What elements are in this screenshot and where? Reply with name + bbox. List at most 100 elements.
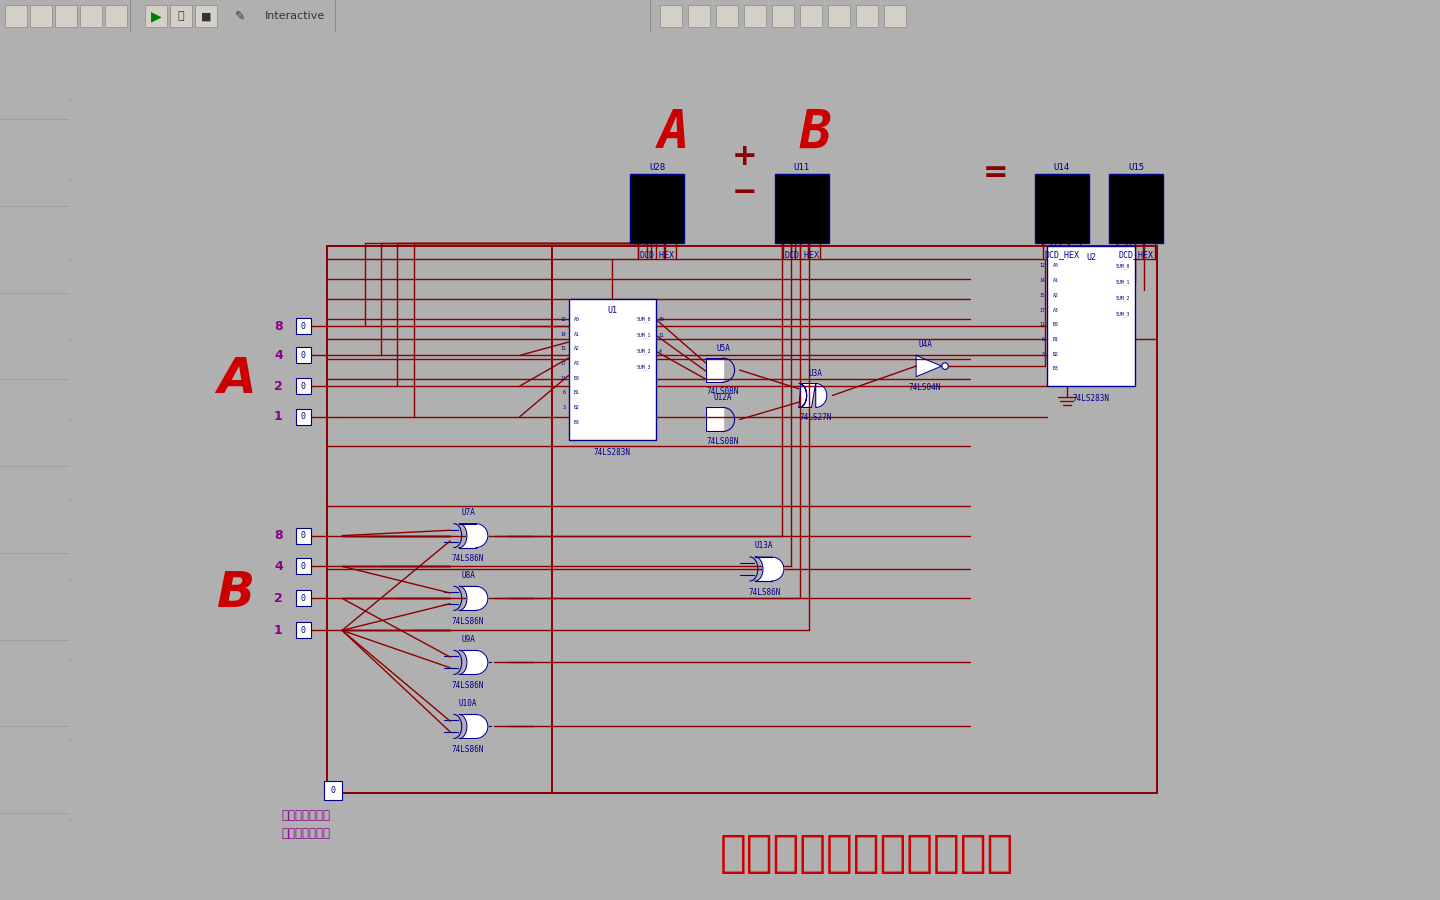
Text: Interactive: Interactive <box>265 11 325 22</box>
Text: B: B <box>799 106 831 158</box>
Text: 12: 12 <box>560 317 566 322</box>
Text: A0: A0 <box>1053 264 1058 268</box>
Text: A2: A2 <box>573 346 579 351</box>
Bar <box>828 5 850 27</box>
Bar <box>327 246 1156 793</box>
Text: 17: 17 <box>1040 308 1045 312</box>
Text: U2: U2 <box>1086 253 1096 262</box>
Bar <box>30 5 52 27</box>
Text: U10A: U10A <box>459 698 478 707</box>
Text: +: + <box>732 142 757 171</box>
Text: 1: 1 <box>274 624 282 637</box>
Text: 12: 12 <box>1040 264 1045 268</box>
Text: 74LS86N: 74LS86N <box>452 554 484 563</box>
Text: 3: 3 <box>1043 352 1045 356</box>
Bar <box>569 300 657 439</box>
Text: 14: 14 <box>560 331 566 337</box>
Text: SUM_1: SUM_1 <box>636 333 651 338</box>
Circle shape <box>942 363 949 369</box>
Bar <box>170 5 192 27</box>
Text: 1: 1 <box>274 410 282 423</box>
Text: A2: A2 <box>1053 292 1058 298</box>
Text: 4: 4 <box>274 349 282 362</box>
Text: U7A: U7A <box>461 508 475 517</box>
Text: SUM_2: SUM_2 <box>1116 295 1130 301</box>
Text: ✎: ✎ <box>235 10 245 22</box>
Bar <box>81 5 102 27</box>
Text: U14: U14 <box>1054 163 1070 172</box>
Text: −: − <box>732 178 757 207</box>
Text: A: A <box>658 106 690 158</box>
Text: 15: 15 <box>1040 292 1045 298</box>
Text: 0: 0 <box>301 531 305 540</box>
Bar <box>1034 174 1089 243</box>
Text: A1: A1 <box>1053 278 1058 284</box>
Text: 11: 11 <box>658 333 664 338</box>
Text: 8: 8 <box>274 529 282 542</box>
Text: 10: 10 <box>658 317 664 322</box>
Text: DCD_HEX: DCD_HEX <box>783 250 819 259</box>
Text: 74LS08N: 74LS08N <box>707 436 739 446</box>
Text: 6: 6 <box>1043 337 1045 342</box>
Text: ▶: ▶ <box>151 9 161 23</box>
Text: U3A: U3A <box>809 369 822 378</box>
Text: B1: B1 <box>1053 337 1058 342</box>
Text: 3: 3 <box>563 405 566 410</box>
Text: 74LS04N: 74LS04N <box>909 383 942 392</box>
Bar <box>295 623 311 638</box>
Bar <box>744 5 766 27</box>
Bar <box>775 174 828 243</box>
Text: 74LS86N: 74LS86N <box>747 588 780 597</box>
Text: U12A: U12A <box>714 393 733 402</box>
Text: 2: 2 <box>274 592 282 605</box>
Text: 4: 4 <box>274 560 282 572</box>
Bar <box>295 527 311 544</box>
Bar <box>1109 174 1164 243</box>
Text: 17: 17 <box>560 361 566 366</box>
Text: U13A: U13A <box>755 541 773 550</box>
Text: SUM_3: SUM_3 <box>636 364 651 370</box>
Bar <box>631 174 684 243</box>
Text: 11: 11 <box>1040 322 1045 328</box>
Polygon shape <box>755 557 783 581</box>
Bar <box>295 590 311 607</box>
Text: SUM_0: SUM_0 <box>636 317 651 322</box>
Text: 74LS08N: 74LS08N <box>707 387 739 396</box>
Bar <box>324 781 343 800</box>
Text: 74LS283N: 74LS283N <box>1073 394 1110 403</box>
Bar <box>295 347 311 364</box>
Text: U9A: U9A <box>461 634 475 644</box>
Bar <box>295 558 311 574</box>
Bar <box>884 5 906 27</box>
Text: 15: 15 <box>560 346 566 351</box>
Text: 8: 8 <box>274 320 282 332</box>
Text: A1: A1 <box>573 331 579 337</box>
Text: U8A: U8A <box>461 571 475 580</box>
Polygon shape <box>459 586 488 610</box>
Text: 0: 0 <box>301 562 305 571</box>
Polygon shape <box>459 524 488 547</box>
Text: 74LS27N: 74LS27N <box>799 413 832 422</box>
Text: A3: A3 <box>1053 308 1058 312</box>
Text: DCD_HEX: DCD_HEX <box>1044 250 1079 259</box>
Text: 低电平为加法器
高电平为减法器: 低电平为加法器 高电平为减法器 <box>281 809 331 841</box>
Text: 0: 0 <box>301 321 305 330</box>
Text: 0: 0 <box>301 351 305 360</box>
Text: SUM_1: SUM_1 <box>1116 279 1130 284</box>
Polygon shape <box>799 383 827 408</box>
Bar <box>145 5 167 27</box>
Polygon shape <box>916 356 942 377</box>
Text: 0: 0 <box>301 594 305 603</box>
Text: 74LS86N: 74LS86N <box>452 745 484 754</box>
Text: 0: 0 <box>331 786 336 795</box>
Text: 4: 4 <box>658 349 661 354</box>
Text: SUM_3: SUM_3 <box>1116 311 1130 317</box>
Text: ■: ■ <box>200 11 212 22</box>
Text: U5A: U5A <box>716 344 730 353</box>
Polygon shape <box>459 651 488 674</box>
Text: U15: U15 <box>1128 163 1145 172</box>
Text: ⏸: ⏸ <box>177 11 184 22</box>
Text: A0: A0 <box>573 317 579 322</box>
Bar <box>295 409 311 425</box>
Text: U11: U11 <box>793 163 809 172</box>
